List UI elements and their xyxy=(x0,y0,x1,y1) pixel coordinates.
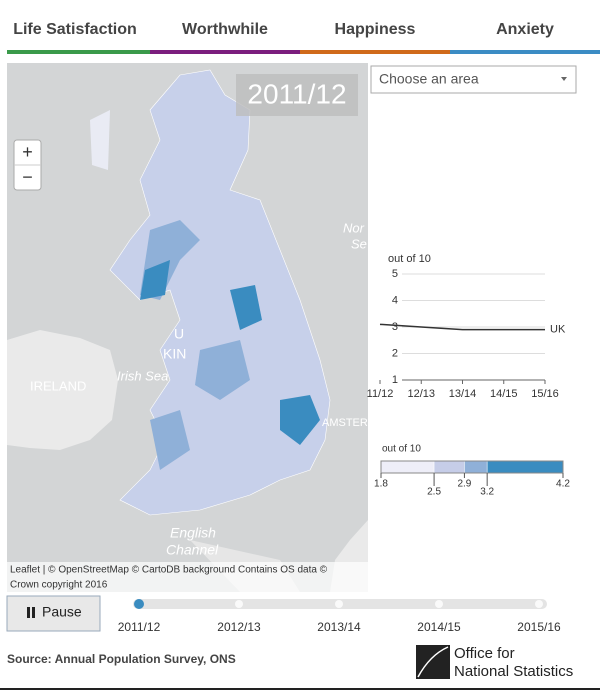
map-label: Se xyxy=(351,236,367,251)
region xyxy=(150,410,190,470)
year-box xyxy=(236,74,358,116)
legend-tick-label: 4.2 xyxy=(556,479,570,490)
timeline-stop[interactable] xyxy=(235,600,243,608)
legend-swatch xyxy=(433,460,465,474)
map[interactable]: 2011/12 + − IRELAND Irish Sea English Ch… xyxy=(7,63,368,592)
legend-frame xyxy=(380,460,564,474)
timeline-year: 2013/14 xyxy=(317,620,361,634)
map-label: Irish Sea xyxy=(117,368,168,383)
source: Source: Annual Population Survey, ONS xyxy=(7,652,236,666)
zoom-out[interactable]: − xyxy=(22,167,33,187)
region xyxy=(230,285,262,330)
timeline-stop[interactable] xyxy=(435,600,443,608)
pause-label: Pause xyxy=(42,604,82,620)
series-line xyxy=(379,323,545,331)
logo-text: National Statistics xyxy=(454,663,573,680)
tab-underline xyxy=(300,50,450,54)
pause-icon xyxy=(32,607,35,618)
map-label: IRELAND xyxy=(30,378,86,393)
map-label: Nor xyxy=(343,220,365,235)
attribution: Crown copyright 2016 xyxy=(10,580,108,591)
zoom-in[interactable]: + xyxy=(22,142,33,162)
region xyxy=(280,395,320,445)
ireland-land xyxy=(7,330,118,450)
logo-curve xyxy=(417,646,449,678)
legend-tick-label: 2.5 xyxy=(427,487,441,498)
tab-underline xyxy=(450,50,600,54)
map-label: U xyxy=(174,326,184,342)
legend-tick-label: 1.8 xyxy=(374,479,388,490)
map-label: English xyxy=(170,525,216,541)
x-tick-label: 11/12 xyxy=(367,388,394,400)
timeline-stop[interactable] xyxy=(134,599,144,609)
region xyxy=(195,340,250,400)
timeline-stop[interactable] xyxy=(335,600,343,608)
dropdown[interactable] xyxy=(370,65,577,94)
dropdown-text: Choose an area xyxy=(379,71,479,87)
y-tick-label: 5 xyxy=(392,268,398,280)
island xyxy=(90,110,110,170)
timeline-year: 2011/12 xyxy=(118,620,161,634)
legend-tick-label: 3.2 xyxy=(480,487,494,498)
y-tick-label: 2 xyxy=(392,347,398,359)
y-axis-label: out of 10 xyxy=(388,253,431,265)
attribution: Leaflet | © OpenStreetMap © CartoDB back… xyxy=(10,565,328,576)
tab-label[interactable]: Happiness xyxy=(335,21,416,38)
x-tick-label: 12/13 xyxy=(407,388,435,400)
x-tick-label: 13/14 xyxy=(449,388,477,400)
tab-underline xyxy=(7,50,150,54)
x-tick-label: 14/15 xyxy=(490,388,518,400)
logo-text: Office for xyxy=(454,645,515,662)
map-label: Channel xyxy=(166,542,219,558)
y-tick-label: 3 xyxy=(392,321,398,333)
legend-tick-label: 2.9 xyxy=(457,479,471,490)
timeline-year: 2012/13 xyxy=(217,620,261,634)
attribution-bg xyxy=(7,562,368,592)
logo-mark xyxy=(416,645,450,679)
pause-icon xyxy=(27,607,30,618)
timeline-stop[interactable] xyxy=(535,600,543,608)
timeline-year: 2015/16 xyxy=(517,620,561,634)
y-tick-label: 1 xyxy=(392,374,398,386)
map-labels: IRELAND Irish Sea English Channel Nor Se… xyxy=(30,220,368,557)
tab-underline xyxy=(150,50,300,54)
region xyxy=(140,260,170,300)
legend-swatch xyxy=(380,460,435,474)
pause-button[interactable] xyxy=(6,595,101,632)
x-tick-label: 15/16 xyxy=(531,388,559,400)
legend-swatch xyxy=(464,460,488,474)
map-label: AMSTER xyxy=(322,417,368,429)
timeline-year: 2014/15 xyxy=(417,620,461,634)
y-tick-label: 4 xyxy=(392,294,398,306)
dropdown-arrow xyxy=(561,77,567,81)
great-britain xyxy=(109,69,331,516)
tab-label[interactable]: Anxiety xyxy=(496,21,554,38)
tab-label[interactable]: Life Satisfaction xyxy=(13,21,137,38)
tab-label[interactable]: Worthwhile xyxy=(182,21,268,38)
series-label: UK xyxy=(550,324,566,336)
legend-swatch xyxy=(486,460,564,474)
map-year: 2011/12 xyxy=(247,78,346,109)
map-label: KIN xyxy=(163,346,186,362)
legend-label: out of 10 xyxy=(382,444,421,455)
